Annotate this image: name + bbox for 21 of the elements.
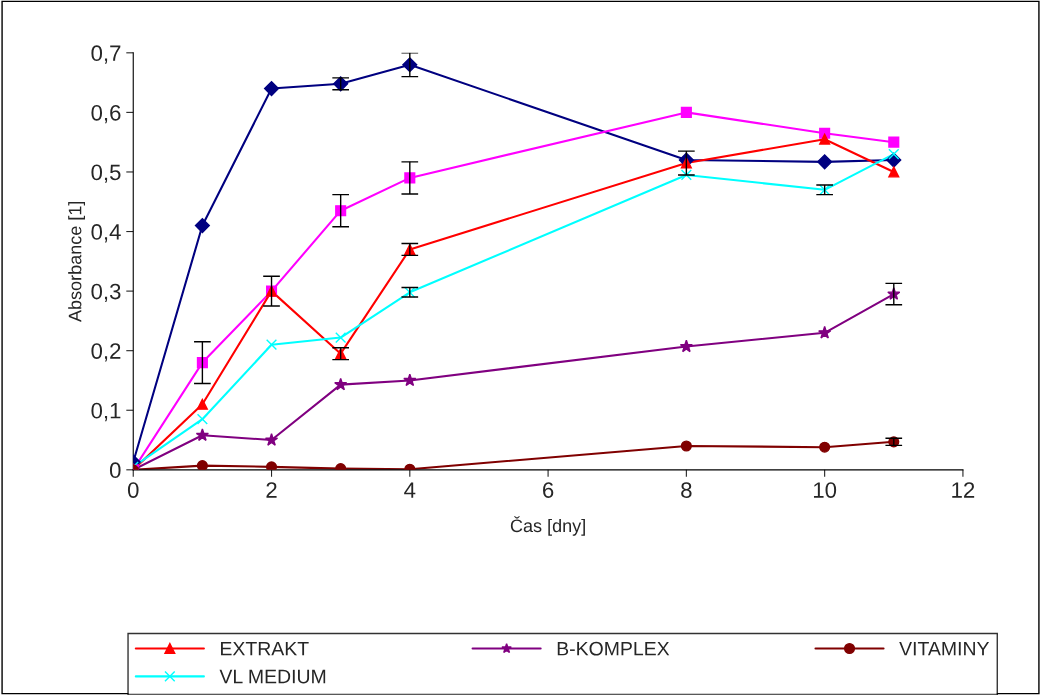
x-axis-title: Čas [dny] xyxy=(510,516,585,536)
x-tick-label: 8 xyxy=(681,482,692,498)
y-tick-label: 0,2 xyxy=(91,343,121,362)
y-tick-label: 0,7 xyxy=(91,45,121,64)
x-tick-label: 4 xyxy=(404,482,416,498)
x-tick-label: 2 xyxy=(266,482,277,498)
y-tick-label: 0,1 xyxy=(91,402,121,422)
y-tick-label: 0,5 xyxy=(91,164,121,183)
y-tick-label: 0 xyxy=(109,462,121,479)
x-tick-label: 6 xyxy=(543,482,554,498)
x-tick-label: 10 xyxy=(813,482,837,498)
y-axis-title: Absorbance [1] xyxy=(68,201,85,323)
legend-label: VITAMINY xyxy=(899,641,990,656)
y-tick-label: 0,6 xyxy=(91,104,121,124)
x-tick-label: 12 xyxy=(952,482,975,498)
y-tick-label: 0,4 xyxy=(91,224,121,243)
legend-label: EXTRAKT xyxy=(221,641,309,656)
legend-label: VL MEDIUM xyxy=(219,669,326,684)
x-tick-label: 0 xyxy=(127,482,139,498)
legend-label: B-KOMPLEX xyxy=(557,641,670,656)
y-tick-label: 0,3 xyxy=(91,283,121,302)
